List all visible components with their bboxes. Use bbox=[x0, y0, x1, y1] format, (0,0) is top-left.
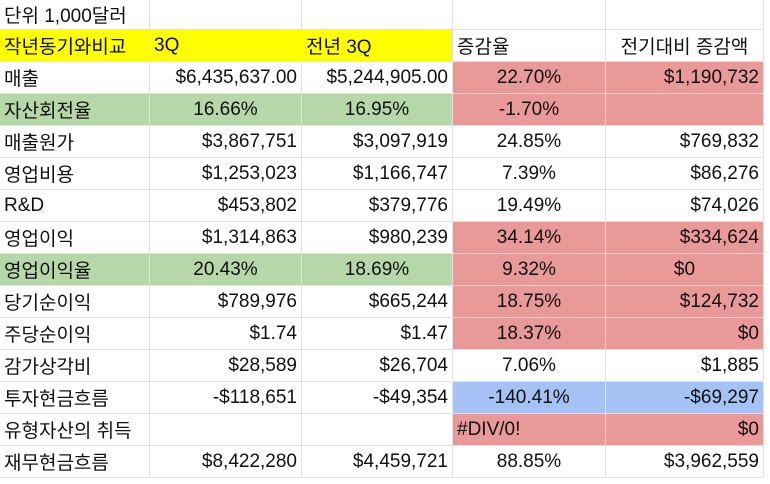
row-label-financing-cash-flow[interactable]: 재무현금흐름 bbox=[0, 446, 150, 478]
row-label-net-income[interactable]: 당기순이익 bbox=[0, 286, 150, 318]
row-label-revenue[interactable]: 매출 bbox=[0, 62, 150, 94]
cell-operating-margin-prev[interactable]: 18.69% bbox=[302, 254, 453, 286]
cell-investing-cash-flow-pct[interactable]: -140.41% bbox=[453, 382, 606, 414]
row-label-cogs[interactable]: 매출원가 bbox=[0, 126, 150, 158]
cell-opex-prev[interactable]: $1,166,747 bbox=[302, 158, 453, 190]
header-cell-change-amount[interactable]: 전기대비 증감액 bbox=[606, 30, 764, 62]
cell-operating-income-prev[interactable]: $980,239 bbox=[302, 222, 453, 254]
row-label-asset-turnover[interactable]: 자산회전율 bbox=[0, 94, 150, 126]
header-cell-change-rate[interactable]: 증감율 bbox=[453, 30, 606, 62]
cell-cogs-3q[interactable]: $3,867,751 bbox=[150, 126, 302, 158]
cell-net-income-diff[interactable]: $124,732 bbox=[606, 286, 764, 318]
cell-operating-income-diff[interactable]: $334,624 bbox=[606, 222, 764, 254]
cell-rnd-3q[interactable]: $453,802 bbox=[150, 190, 302, 222]
cell-operating-margin-3q[interactable]: 20.43% bbox=[150, 254, 302, 286]
cell-operating-income-3q[interactable]: $1,314,863 bbox=[150, 222, 302, 254]
row-label-eps[interactable]: 주당순이익 bbox=[0, 318, 150, 350]
cell-net-income-prev[interactable]: $665,244 bbox=[302, 286, 453, 318]
cell-asset-turnover-prev[interactable]: 16.95% bbox=[302, 94, 453, 126]
cell-capex-diff[interactable]: $0 bbox=[606, 414, 764, 446]
row-label-operating-margin[interactable]: 영업이익율 bbox=[0, 254, 150, 286]
row-label-depreciation[interactable]: 감가상각비 bbox=[0, 350, 150, 382]
cell-capex-3q[interactable] bbox=[150, 414, 302, 446]
cell-operating-income-pct[interactable]: 34.14% bbox=[453, 222, 606, 254]
cell-revenue-prev[interactable]: $5,244,905.00 bbox=[302, 62, 453, 94]
row-label-opex[interactable]: 영업비용 bbox=[0, 158, 150, 190]
row-label-rnd[interactable]: R&D bbox=[0, 190, 150, 222]
cell-financing-cash-flow-pct[interactable]: 88.85% bbox=[453, 446, 606, 478]
cell-opex-pct[interactable]: 7.39% bbox=[453, 158, 606, 190]
cell-depreciation-prev[interactable]: $26,704 bbox=[302, 350, 453, 382]
cell-operating-margin-pct[interactable]: 9.32% bbox=[453, 254, 606, 286]
header-cell-prev-3q[interactable]: 전년 3Q bbox=[302, 30, 453, 62]
row-label-investing-cash-flow[interactable]: 투자현금흐름 bbox=[0, 382, 150, 414]
cell-net-income-pct[interactable]: 18.75% bbox=[453, 286, 606, 318]
cell-financing-cash-flow-diff[interactable]: $3,962,559 bbox=[606, 446, 764, 478]
cell-rnd-prev[interactable]: $379,776 bbox=[302, 190, 453, 222]
cell-eps-diff[interactable]: $0 bbox=[606, 318, 764, 350]
cell-eps-prev[interactable]: $1.47 bbox=[302, 318, 453, 350]
row-label-operating-income[interactable]: 영업이익 bbox=[0, 222, 150, 254]
cell-investing-cash-flow-prev[interactable]: -$49,354 bbox=[302, 382, 453, 414]
cell-opex-3q[interactable]: $1,253,023 bbox=[150, 158, 302, 190]
empty-cell[interactable] bbox=[453, 0, 606, 30]
cell-cogs-pct[interactable]: 24.85% bbox=[453, 126, 606, 158]
cell-eps-3q[interactable]: $1.74 bbox=[150, 318, 302, 350]
cell-net-income-3q[interactable]: $789,976 bbox=[150, 286, 302, 318]
header-cell-comparison[interactable]: 작년동기와비교 bbox=[0, 30, 150, 62]
cell-financing-cash-flow-3q[interactable]: $8,422,280 bbox=[150, 446, 302, 478]
cell-capex-prev[interactable] bbox=[302, 414, 453, 446]
cell-capex-pct[interactable]: #DIV/0! bbox=[453, 414, 606, 446]
cell-revenue-3q[interactable]: $6,435,637.00 bbox=[150, 62, 302, 94]
empty-cell[interactable] bbox=[606, 0, 764, 30]
empty-cell[interactable] bbox=[302, 0, 453, 30]
cell-eps-pct[interactable]: 18.37% bbox=[453, 318, 606, 350]
header-cell-3q[interactable]: 3Q bbox=[150, 30, 302, 62]
cell-revenue-diff[interactable]: $1,190,732 bbox=[606, 62, 764, 94]
unit-note-cell[interactable]: 단위 1,000달러 bbox=[0, 0, 150, 30]
cell-depreciation-pct[interactable]: 7.06% bbox=[453, 350, 606, 382]
row-label-capex[interactable]: 유형자산의 취득 bbox=[0, 414, 150, 446]
empty-cell[interactable] bbox=[150, 0, 302, 30]
cell-asset-turnover-pct[interactable]: -1.70% bbox=[453, 94, 606, 126]
cell-revenue-pct[interactable]: 22.70% bbox=[453, 62, 606, 94]
cell-operating-margin-diff[interactable]: $0 bbox=[606, 254, 764, 286]
cell-rnd-diff[interactable]: $74,026 bbox=[606, 190, 764, 222]
cell-investing-cash-flow-diff[interactable]: -$69,297 bbox=[606, 382, 764, 414]
cell-opex-diff[interactable]: $86,276 bbox=[606, 158, 764, 190]
cell-depreciation-diff[interactable]: $1,885 bbox=[606, 350, 764, 382]
cell-cogs-prev[interactable]: $3,097,919 bbox=[302, 126, 453, 158]
cell-investing-cash-flow-3q[interactable]: -$118,651 bbox=[150, 382, 302, 414]
cell-cogs-diff[interactable]: $769,832 bbox=[606, 126, 764, 158]
cell-depreciation-3q[interactable]: $28,589 bbox=[150, 350, 302, 382]
cell-financing-cash-flow-prev[interactable]: $4,459,721 bbox=[302, 446, 453, 478]
cell-rnd-pct[interactable]: 19.49% bbox=[453, 190, 606, 222]
cell-asset-turnover-diff[interactable] bbox=[606, 94, 764, 126]
cell-asset-turnover-3q[interactable]: 16.66% bbox=[150, 94, 302, 126]
